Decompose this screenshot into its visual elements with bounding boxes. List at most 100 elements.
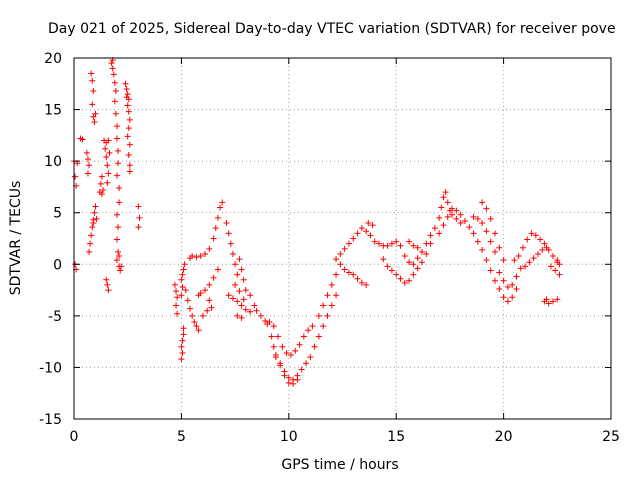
- data-point: [219, 199, 226, 206]
- data-point: [500, 257, 507, 264]
- data-point: [104, 281, 111, 288]
- data-point: [236, 256, 243, 263]
- data-point: [534, 250, 541, 257]
- data-point: [418, 248, 425, 255]
- data-point: [436, 230, 443, 237]
- data-point: [410, 242, 417, 249]
- data-point: [492, 277, 499, 284]
- data-point: [247, 308, 254, 315]
- data-point: [341, 266, 348, 273]
- data-point: [410, 261, 417, 268]
- data-point: [236, 288, 243, 295]
- data-point: [112, 88, 119, 95]
- data-point: [406, 259, 413, 266]
- data-point: [554, 296, 561, 303]
- data-point: [371, 238, 378, 245]
- data-point: [270, 343, 277, 350]
- data-point: [91, 118, 98, 125]
- data-point: [479, 220, 486, 227]
- data-point: [337, 261, 344, 268]
- data-point: [111, 79, 118, 86]
- data-point: [328, 281, 335, 288]
- data-point: [272, 354, 279, 361]
- axis-ticks: 0 5 10 15 20 25 -15 -10 -5 0 5 10 15 20: [39, 51, 620, 445]
- data-point: [311, 343, 318, 350]
- data-point: [105, 287, 112, 294]
- data-point: [414, 244, 421, 251]
- data-point: [294, 376, 301, 383]
- data-point: [275, 333, 282, 340]
- plot-frame: [73, 57, 612, 420]
- data-point: [123, 85, 130, 92]
- data-point: [197, 290, 204, 297]
- data-point: [104, 179, 111, 186]
- chart-title: Day 021 of 2025, Sidereal Day-to-day VTE…: [48, 21, 616, 37]
- data-point: [229, 295, 236, 302]
- data-point: [199, 312, 206, 319]
- data-point: [281, 372, 288, 379]
- data-point: [122, 80, 129, 87]
- data-point: [242, 287, 249, 294]
- data-point: [90, 220, 97, 227]
- data-point: [522, 263, 529, 270]
- y-tick-label: -15: [39, 412, 62, 428]
- data-point: [191, 319, 198, 326]
- data-point: [115, 248, 122, 255]
- data-point: [277, 362, 284, 369]
- data-point: [174, 310, 181, 317]
- data-point: [302, 360, 309, 367]
- y-tick-label: 15: [44, 103, 62, 119]
- data-point: [500, 277, 507, 284]
- data-point: [479, 199, 486, 206]
- data-point: [89, 224, 96, 231]
- data-point: [179, 349, 186, 356]
- data-point: [202, 287, 209, 294]
- data-point: [105, 170, 112, 177]
- data-point: [440, 222, 447, 229]
- data-point: [285, 374, 292, 381]
- data-point: [298, 366, 305, 373]
- data-point: [384, 242, 391, 249]
- data-point: [179, 337, 186, 344]
- data-point: [113, 135, 120, 142]
- data-point: [181, 261, 188, 268]
- data-point: [292, 347, 299, 354]
- data-point: [84, 170, 91, 177]
- data-point: [242, 306, 249, 313]
- data-point: [238, 314, 245, 321]
- data-point: [479, 246, 486, 253]
- data-point: [449, 205, 456, 212]
- data-point: [539, 246, 546, 253]
- data-point: [341, 245, 348, 252]
- data-point: [174, 294, 181, 301]
- data-point: [453, 215, 460, 222]
- data-point: [223, 220, 230, 227]
- data-point: [113, 257, 120, 264]
- data-point: [543, 296, 550, 303]
- data-point: [117, 267, 124, 274]
- y-tick-label: -10: [39, 360, 62, 376]
- data-point: [109, 65, 116, 72]
- data-point: [116, 253, 123, 260]
- data-point: [423, 240, 430, 247]
- data-point: [262, 318, 269, 325]
- data-point: [337, 250, 344, 257]
- x-tick-label: 0: [70, 429, 79, 445]
- data-point: [234, 298, 241, 305]
- data-point: [315, 312, 322, 319]
- data-point: [90, 88, 97, 95]
- data-point: [397, 242, 404, 249]
- data-point: [354, 275, 361, 282]
- data-point: [457, 220, 464, 227]
- data-point: [116, 199, 123, 206]
- data-point: [397, 275, 404, 282]
- data-point: [333, 292, 340, 299]
- x-axis-label: GPS time / hours: [281, 457, 398, 473]
- data-point: [367, 232, 374, 239]
- data-point: [550, 253, 557, 260]
- data-point: [363, 281, 370, 288]
- data-point: [283, 349, 290, 356]
- data-point: [116, 184, 123, 191]
- data-point: [214, 266, 221, 273]
- data-point: [88, 70, 95, 77]
